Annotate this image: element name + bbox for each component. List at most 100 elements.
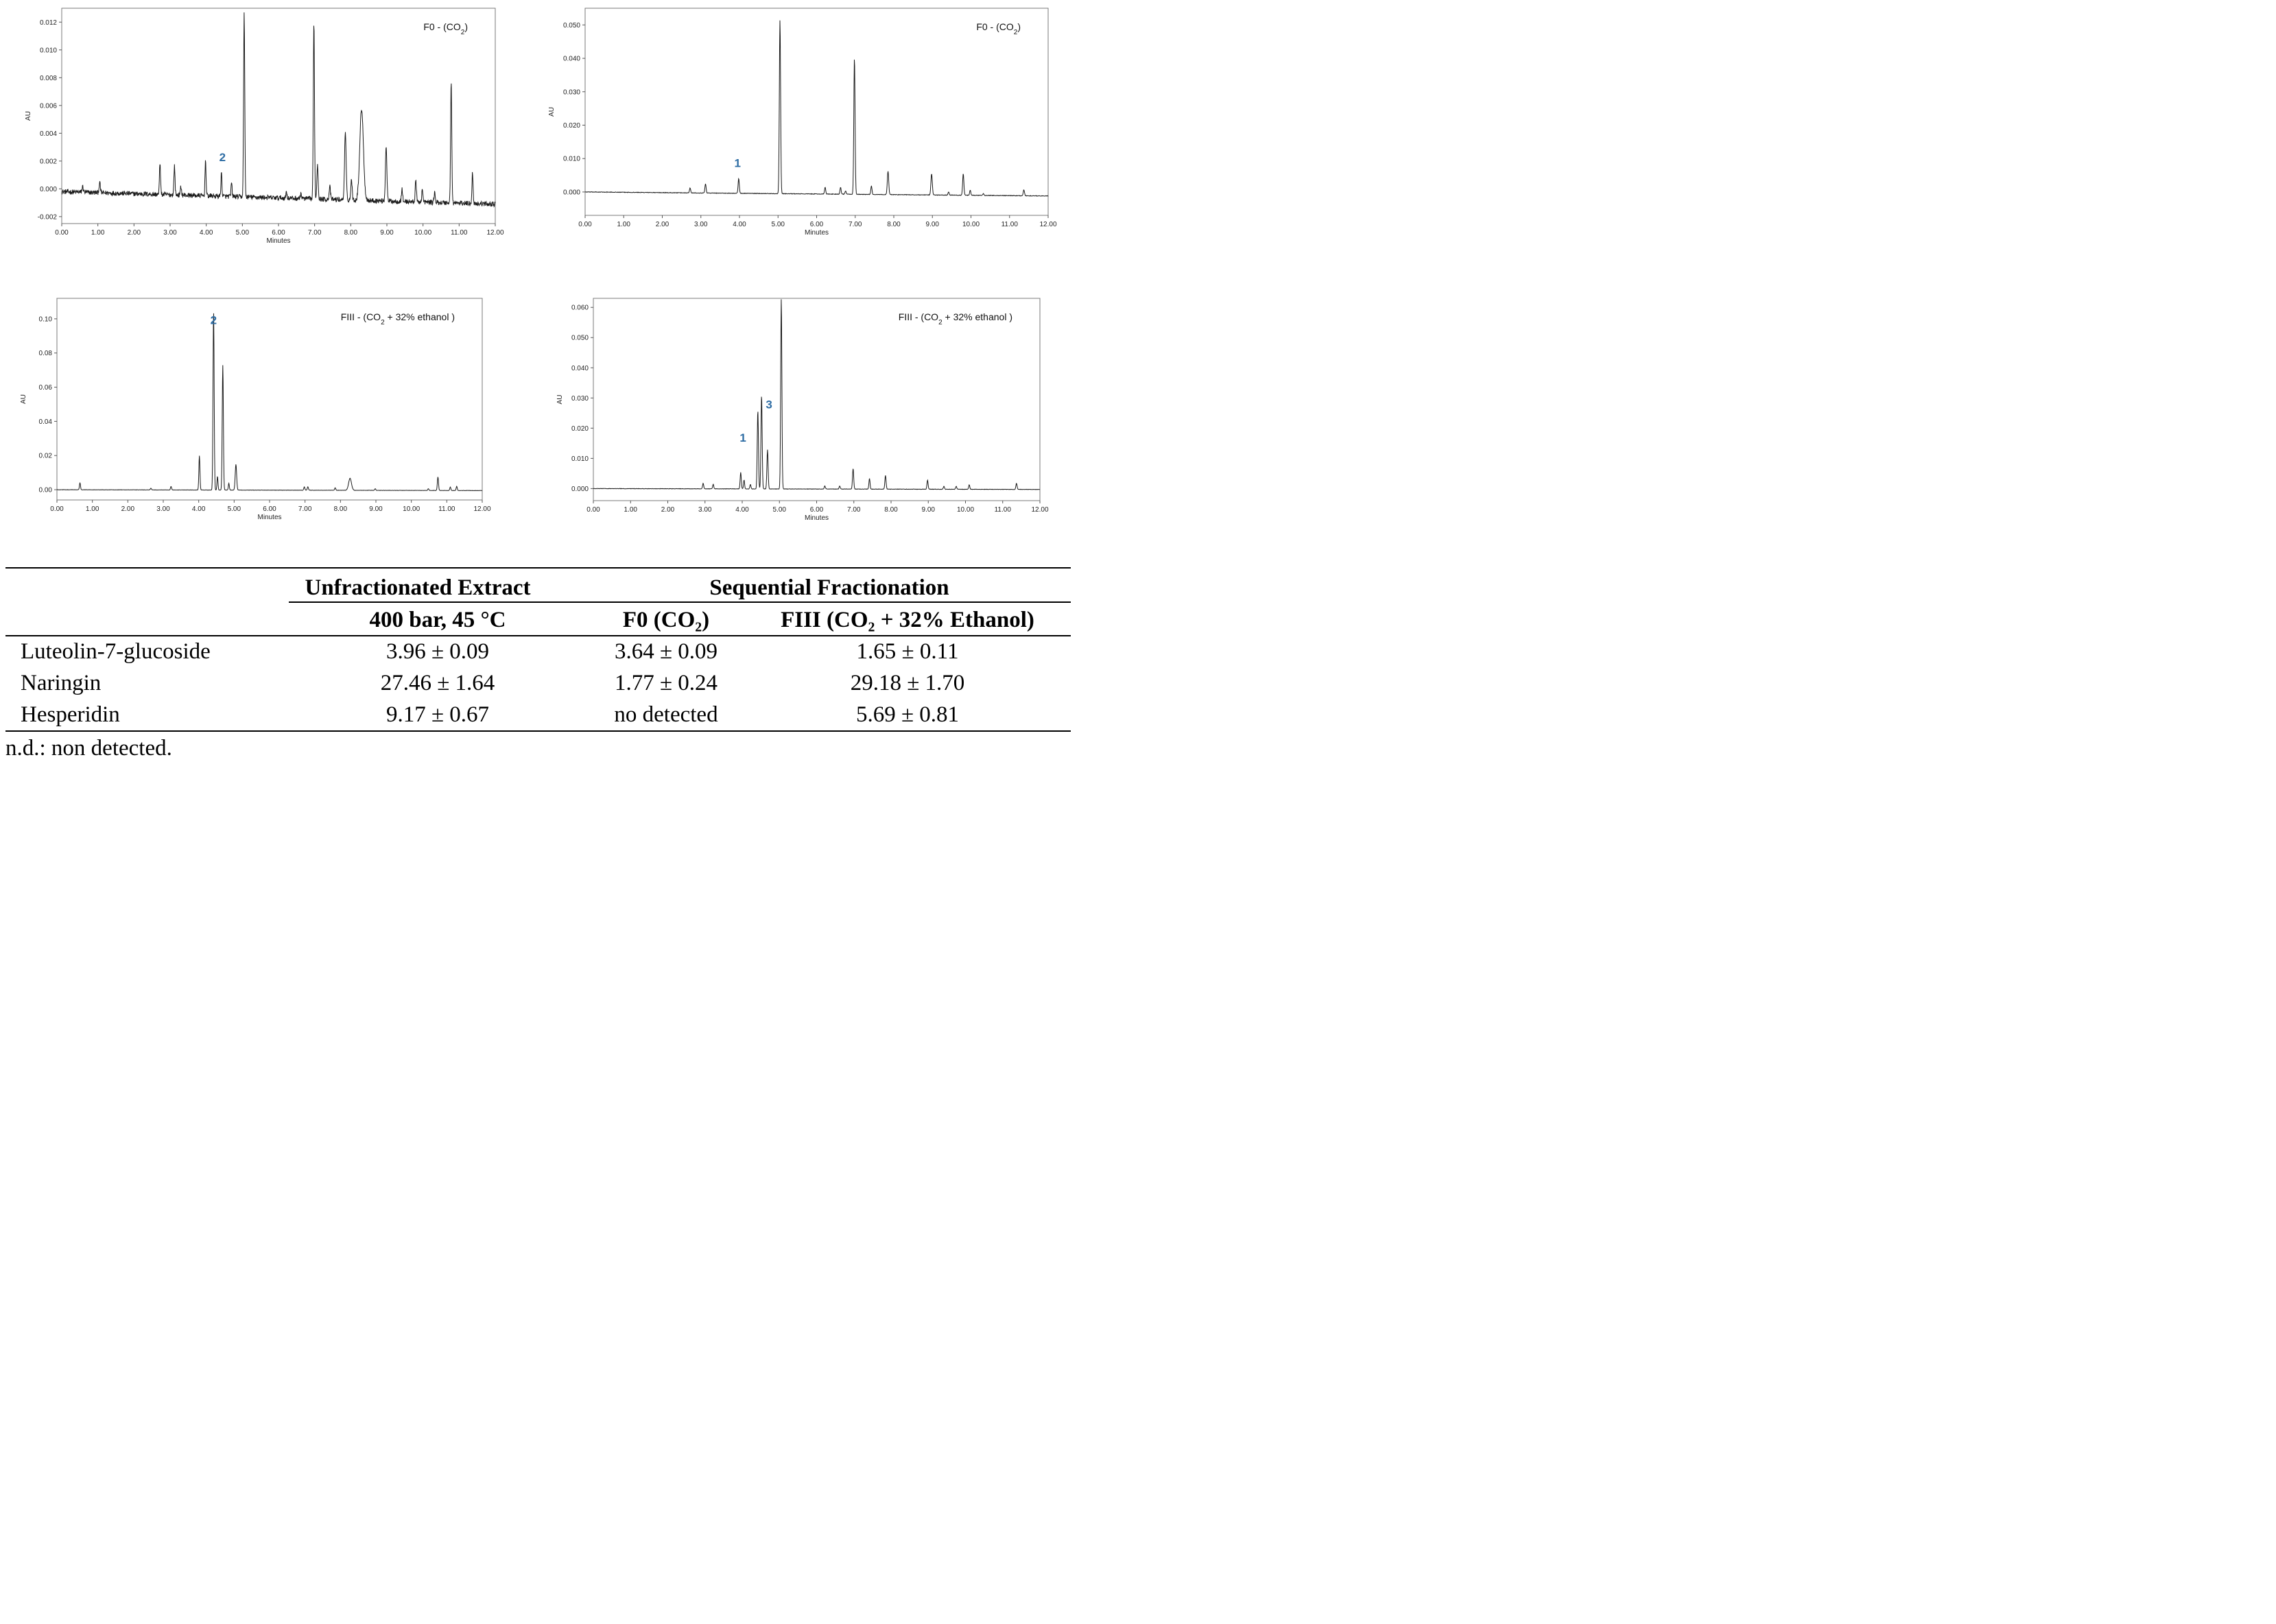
x-tick-label: 7.00 (298, 505, 312, 513)
group-header-underline (289, 601, 1071, 603)
plot-frame (593, 298, 1041, 501)
cell-unfractionated: 3.96 ± 0.09 (386, 639, 490, 664)
x-tick-label: 5.00 (773, 506, 787, 514)
plot-frame (584, 8, 1049, 216)
x-tick-label: 3.00 (698, 506, 712, 514)
row-label: Luteolin-7-glucoside (21, 639, 211, 664)
chromatogram-trace (61, 12, 496, 208)
x-tick-label: 7.00 (847, 506, 861, 514)
x-tick-label: 7.00 (308, 229, 322, 237)
chart-title: FIII - (CO2 + 32% ethanol ) (341, 311, 455, 326)
y-tick-label: 0.10 (39, 315, 53, 323)
x-tick-label: 10.00 (403, 505, 420, 513)
x-tick-label: 12.00 (473, 505, 490, 513)
y-tick-label: 0.04 (39, 418, 53, 426)
x-tick-label: 0.00 (50, 505, 64, 513)
y-tick-label: 0.010 (40, 47, 57, 54)
x-tick-label: 0.00 (578, 221, 592, 228)
y-tick-label: 0.002 (40, 158, 57, 165)
y-tick-label: 0.02 (39, 453, 53, 460)
x-tick-label: 8.00 (344, 229, 358, 237)
y-tick-label: 0.004 (40, 130, 57, 138)
peak-annotation: 1 (739, 431, 746, 444)
subheader-f0: F0 (CO₂) (622, 608, 710, 632)
x-tick-label: 2.00 (656, 221, 669, 228)
x-tick-label: 11.00 (451, 229, 468, 237)
x-tick-label: 9.00 (922, 506, 936, 514)
chart-title: F0 - (CO2) (423, 21, 468, 36)
cell-fiii: 29.18 ± 1.70 (850, 671, 965, 695)
x-tick-label: 9.00 (926, 221, 940, 228)
peak-annotation: 2 (220, 151, 226, 164)
table-top-rule (5, 567, 1071, 569)
x-tick-label: 4.00 (735, 506, 749, 514)
y-tick-label: 0.050 (563, 22, 580, 29)
table-subheader-row: 400 bar, 45 °C F0 (CO₂) FIII (CO₂ + 32% … (5, 604, 1071, 636)
x-tick-label: 6.00 (810, 506, 824, 514)
x-tick-label: 3.00 (163, 229, 177, 237)
chromatogram-top-left: -0.0020.0000.0020.0040.0060.0080.0100.01… (25, 8, 504, 245)
x-tick-label: 2.00 (128, 229, 141, 237)
x-tick-label: 1.00 (617, 221, 631, 228)
x-tick-label: 6.00 (263, 505, 276, 513)
chromatogram-trace (56, 313, 483, 492)
y-axis-label: AU (556, 395, 564, 405)
x-tick-label: 8.00 (884, 506, 898, 514)
x-tick-label: 2.00 (121, 505, 135, 513)
x-tick-label: 1.00 (86, 505, 99, 513)
plot-frame (56, 298, 483, 501)
y-tick-label: 0.020 (563, 122, 580, 130)
x-tick-label: 11.00 (438, 505, 455, 513)
x-tick-label: 3.00 (694, 221, 708, 228)
y-tick-label: 0.050 (571, 335, 589, 342)
y-tick-label: 0.030 (571, 395, 589, 403)
peak-annotation: 1 (734, 156, 740, 169)
y-tick-label: 0.030 (563, 88, 580, 96)
y-tick-label: 0.020 (571, 425, 589, 433)
cell-f0: no detected (614, 702, 718, 727)
x-tick-label: 8.00 (334, 505, 348, 513)
subheader-underline (5, 635, 1071, 636)
x-tick-label: 1.00 (624, 506, 638, 514)
y-tick-label: 0.040 (571, 365, 589, 372)
x-tick-label: 10.00 (957, 506, 974, 514)
cell-fiii: 5.69 ± 0.81 (855, 702, 960, 727)
x-tick-label: 4.00 (733, 221, 746, 228)
cell-f0: 3.64 ± 0.09 (614, 639, 718, 664)
x-tick-label: 4.00 (200, 229, 213, 237)
x-tick-label: 7.00 (849, 221, 862, 228)
peak-annotation: 2 (211, 313, 217, 326)
x-tick-label: 12.00 (486, 229, 503, 237)
x-tick-label: 0.00 (55, 229, 69, 237)
x-axis-label: Minutes (257, 514, 281, 521)
table-footnote: n.d.: non detected. (5, 736, 172, 761)
x-tick-label: 2.00 (661, 506, 675, 514)
table-row: Naringin 27.46 ± 1.64 1.77 ± 0.24 29.18 … (5, 667, 1071, 699)
x-tick-label: 12.00 (1039, 221, 1056, 228)
subheader-400-bar: 400 bar, 45 °C (369, 608, 506, 632)
y-axis-label: AU (548, 107, 556, 117)
cell-unfractionated: 9.17 ± 0.67 (386, 702, 490, 727)
x-tick-label: 10.00 (962, 221, 980, 228)
x-tick-label: 5.00 (772, 221, 785, 228)
cell-fiii: 1.65 ± 0.11 (856, 639, 959, 664)
table-row: Hesperidin 9.17 ± 0.67 no detected 5.69 … (5, 699, 1071, 730)
group-header-unfractionated: Unfractionated Extract (305, 575, 531, 600)
table-row: Luteolin-7-glucoside 3.96 ± 0.09 3.64 ± … (5, 636, 1071, 667)
x-tick-label: 11.00 (1001, 221, 1019, 228)
x-tick-label: 1.00 (91, 229, 105, 237)
x-tick-label: 9.00 (369, 505, 383, 513)
x-tick-label: 10.00 (414, 229, 431, 237)
x-axis-label: Minutes (805, 514, 829, 522)
x-tick-label: 12.00 (1031, 506, 1048, 514)
table-group-header-row: Unfractionated Extract Sequential Fracti… (5, 572, 1071, 604)
row-label: Hesperidin (21, 702, 120, 727)
x-tick-label: 6.00 (810, 221, 824, 228)
y-tick-label: 0.008 (40, 75, 57, 82)
y-tick-label: 0.00 (39, 487, 53, 494)
y-tick-label: 0.08 (39, 350, 53, 357)
y-tick-label: 0.040 (563, 56, 580, 63)
cell-f0: 1.77 ± 0.24 (614, 671, 718, 695)
chart-title: FIII - (CO2 + 32% ethanol ) (899, 311, 1012, 326)
x-tick-label: 11.00 (995, 506, 1012, 514)
